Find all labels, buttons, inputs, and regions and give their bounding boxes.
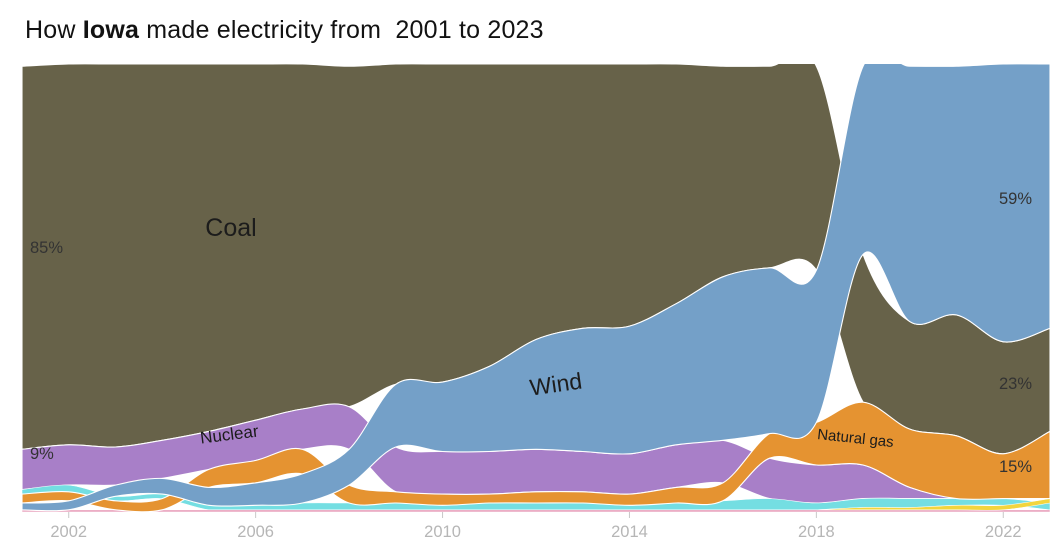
value-label-85pct: 85% xyxy=(30,239,63,257)
series-label-coal: Coal xyxy=(205,214,256,242)
value-label-15pct: 15% xyxy=(999,458,1032,476)
title-prefix: How xyxy=(25,16,83,44)
ribbon-solar xyxy=(816,498,1050,511)
x-tick-label-2006: 2006 xyxy=(237,523,274,541)
x-axis: 2002 2006 2010 2014 2018 2022 xyxy=(50,512,1022,541)
x-tick-label-2002: 2002 xyxy=(50,523,87,541)
title-suffix: made electricity from 2001 to 2023 xyxy=(139,16,544,44)
value-label-9pct: 9% xyxy=(30,445,54,463)
chart-title: How Iowa made electricity from 2001 to 2… xyxy=(25,16,544,45)
ribbon-other xyxy=(22,509,1050,512)
value-label-59pct: 59% xyxy=(999,190,1032,208)
x-tick-label-2014: 2014 xyxy=(611,523,648,541)
ribbons-layer xyxy=(22,64,1050,512)
title-state: Iowa xyxy=(82,16,140,44)
x-tick-label-2022: 2022 xyxy=(985,523,1022,541)
x-tick-label-2010: 2010 xyxy=(424,523,461,541)
ribbon-wind xyxy=(22,64,1050,512)
x-tick-label-2018: 2018 xyxy=(798,523,835,541)
value-label-23pct: 23% xyxy=(999,375,1032,393)
